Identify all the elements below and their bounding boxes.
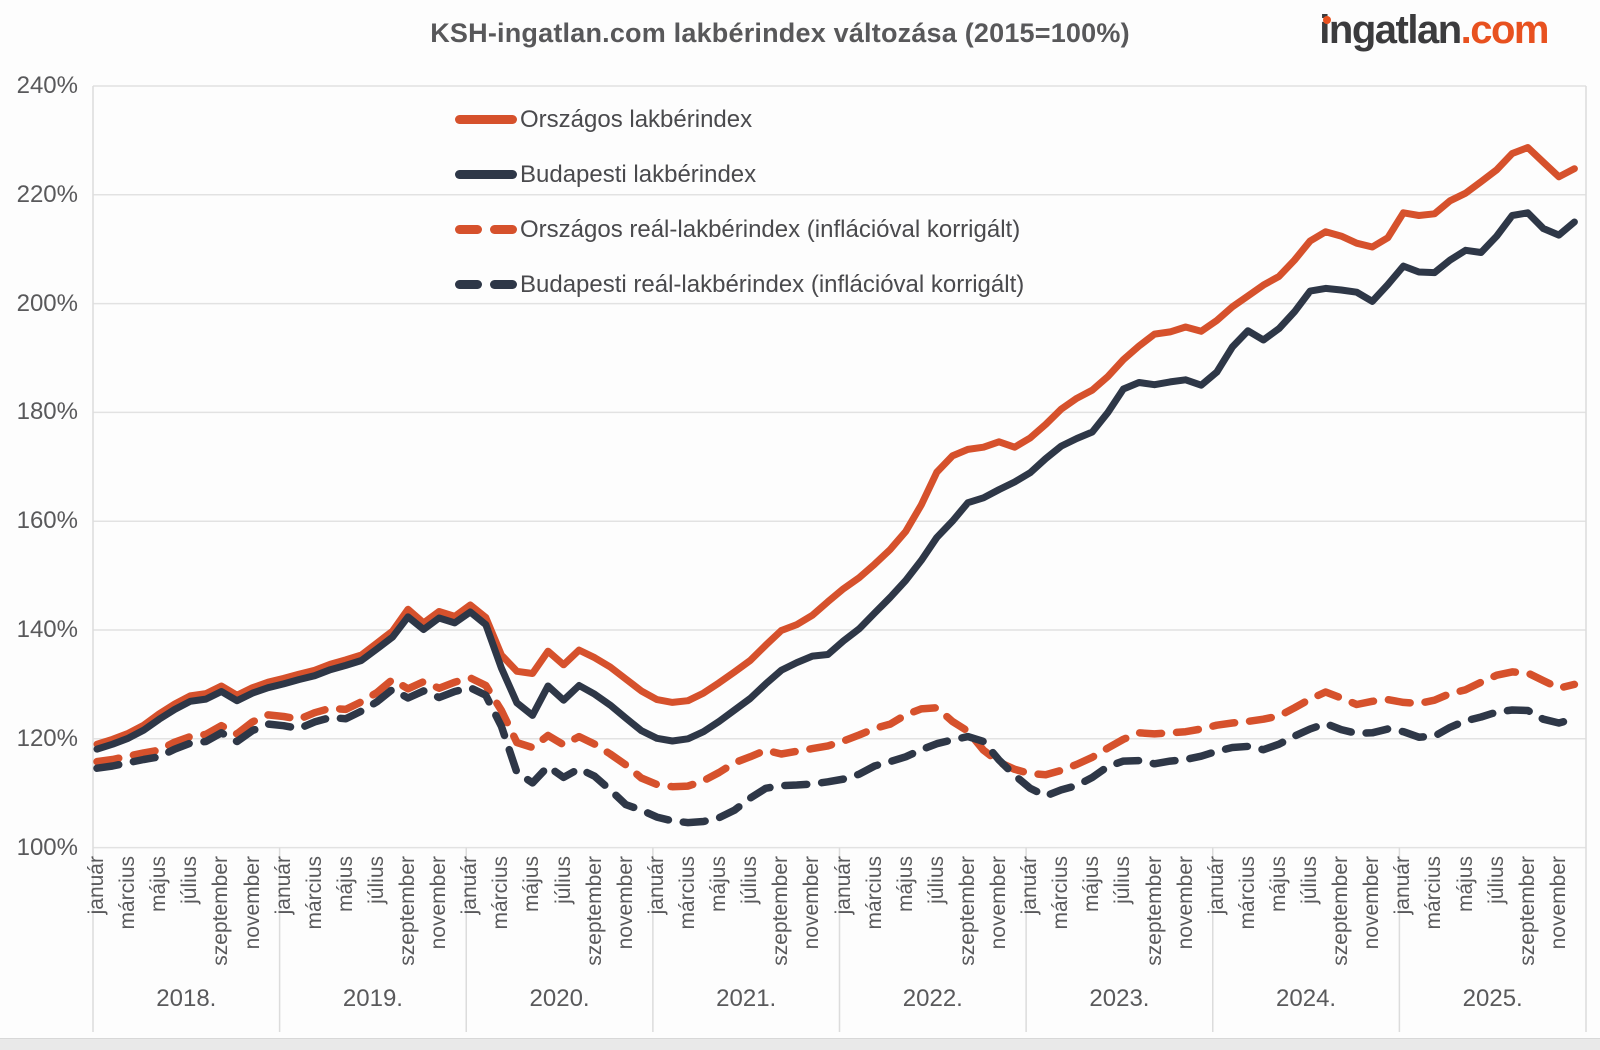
year-label-2023.: 2023. bbox=[1089, 985, 1150, 1012]
month-label: szeptember bbox=[396, 856, 420, 966]
legend-swatch-segment bbox=[455, 170, 517, 179]
month-label: július bbox=[924, 856, 948, 904]
year-label-2019.: 2019. bbox=[342, 985, 403, 1012]
month-label: július bbox=[1111, 856, 1135, 904]
y-axis-label-240%: 240% bbox=[16, 72, 78, 99]
month-label: május bbox=[707, 856, 731, 913]
month-label: július bbox=[364, 856, 388, 904]
legend-item-orszagos: Országos lakbérindex bbox=[455, 92, 1024, 147]
month-label: május bbox=[893, 856, 917, 913]
month-label: július bbox=[178, 856, 202, 904]
month-label: november bbox=[427, 856, 451, 950]
series-line-2 bbox=[93, 668, 1579, 791]
month-label: november bbox=[240, 856, 264, 950]
month-label: március bbox=[1235, 856, 1259, 930]
year-label-2018.: 2018. bbox=[156, 985, 217, 1012]
y-axis-label-120%: 120% bbox=[16, 724, 78, 752]
year-label-2020.: 2020. bbox=[529, 985, 590, 1012]
month-label: július bbox=[551, 856, 575, 904]
month-label: május bbox=[333, 856, 357, 913]
year-label-2025.: 2025. bbox=[1462, 985, 1523, 1012]
y-axis-label-100%: 100% bbox=[16, 833, 78, 861]
month-label: július bbox=[738, 856, 762, 904]
month-label: január bbox=[85, 856, 108, 915]
month-label: szeptember bbox=[1142, 856, 1166, 966]
month-label: január bbox=[644, 856, 668, 915]
month-label: november bbox=[1360, 856, 1384, 950]
month-label: május bbox=[1453, 856, 1477, 913]
month-label: március bbox=[675, 856, 699, 930]
logo-text-accent: .com bbox=[1460, 8, 1550, 52]
month-label: január bbox=[1018, 856, 1042, 915]
legend-swatch-segment bbox=[455, 115, 517, 124]
month-label: szeptember bbox=[1515, 856, 1539, 966]
month-label: szeptember bbox=[769, 856, 793, 966]
legend-swatch-segment bbox=[490, 225, 517, 234]
month-label: május bbox=[1080, 856, 1104, 913]
month-label: november bbox=[1546, 856, 1570, 950]
month-label: július bbox=[1298, 856, 1322, 904]
month-label: március bbox=[489, 856, 513, 930]
month-label: március bbox=[862, 856, 886, 930]
legend-swatch-dashed-orange-icon bbox=[455, 225, 517, 234]
month-label: március bbox=[1422, 856, 1446, 930]
legend-label: Országos reál-lakbérindex (inflációval k… bbox=[520, 215, 1021, 243]
month-label: január bbox=[458, 856, 482, 915]
y-axis-label-140%: 140% bbox=[16, 616, 78, 643]
month-label: szeptember bbox=[955, 856, 979, 966]
month-label: szeptember bbox=[582, 856, 606, 966]
legend-swatch-segment bbox=[490, 280, 517, 289]
month-label: május bbox=[1266, 856, 1290, 913]
legend-swatch-dashed-navy-icon bbox=[455, 280, 517, 289]
year-label-2022.: 2022. bbox=[902, 985, 963, 1012]
legend-label: Országos lakbérindex bbox=[520, 105, 753, 133]
y-axis-label-220%: 220% bbox=[16, 180, 78, 208]
month-label: január bbox=[1204, 856, 1228, 915]
y-axis-label-180%: 180% bbox=[16, 398, 78, 426]
legend-label: Budapesti reál-lakbérindex (inflációval … bbox=[520, 270, 1025, 298]
month-label: november bbox=[613, 856, 637, 950]
legend-swatch-segment bbox=[455, 280, 482, 289]
month-label: március bbox=[116, 856, 140, 930]
year-label-2021.: 2021. bbox=[716, 985, 777, 1012]
month-label: március bbox=[302, 856, 326, 930]
month-label: november bbox=[800, 856, 824, 950]
legend-swatch-segment bbox=[455, 225, 482, 234]
month-label: szeptember bbox=[1329, 856, 1353, 966]
bottom-band bbox=[0, 1038, 1600, 1050]
month-label: július bbox=[1484, 856, 1508, 904]
y-axis-label-200%: 200% bbox=[16, 289, 78, 317]
month-label: január bbox=[831, 856, 855, 915]
month-label: november bbox=[1173, 856, 1197, 950]
series-line-3 bbox=[93, 683, 1579, 827]
month-label: január bbox=[1391, 856, 1415, 915]
page-title: KSH-ingatlan.com lakbérindex változása (… bbox=[430, 18, 1130, 48]
month-label: november bbox=[987, 856, 1011, 950]
month-label: március bbox=[1049, 856, 1073, 930]
month-label: január bbox=[271, 856, 295, 915]
month-label: május bbox=[520, 856, 544, 913]
legend-swatch-solid-navy-icon bbox=[455, 170, 517, 179]
year-label-2024.: 2024. bbox=[1276, 985, 1337, 1012]
month-label: szeptember bbox=[209, 856, 233, 966]
chart-legend: Országos lakbérindex Budapesti lakbérind… bbox=[455, 92, 1024, 312]
month-label: május bbox=[147, 856, 171, 913]
y-axis-label-160%: 160% bbox=[16, 507, 78, 535]
logo-i-dot-icon bbox=[1323, 16, 1332, 24]
legend-swatch-solid-orange-icon bbox=[455, 115, 517, 124]
ingatlan-logo[interactable]: ingatlan.com bbox=[1319, 8, 1550, 53]
logo-text-dark: ingatlan bbox=[1319, 8, 1462, 52]
legend-item-budapesti-real: Budapesti reál-lakbérindex (inflációval … bbox=[455, 257, 1024, 312]
series-line-1 bbox=[93, 209, 1578, 753]
legend-label: Budapesti lakbérindex bbox=[520, 160, 757, 188]
legend-item-orszagos-real: Országos reál-lakbérindex (inflációval k… bbox=[455, 202, 1024, 257]
legend-item-budapesti: Budapesti lakbérindex bbox=[455, 147, 1024, 202]
series-line-0 bbox=[93, 144, 1578, 748]
